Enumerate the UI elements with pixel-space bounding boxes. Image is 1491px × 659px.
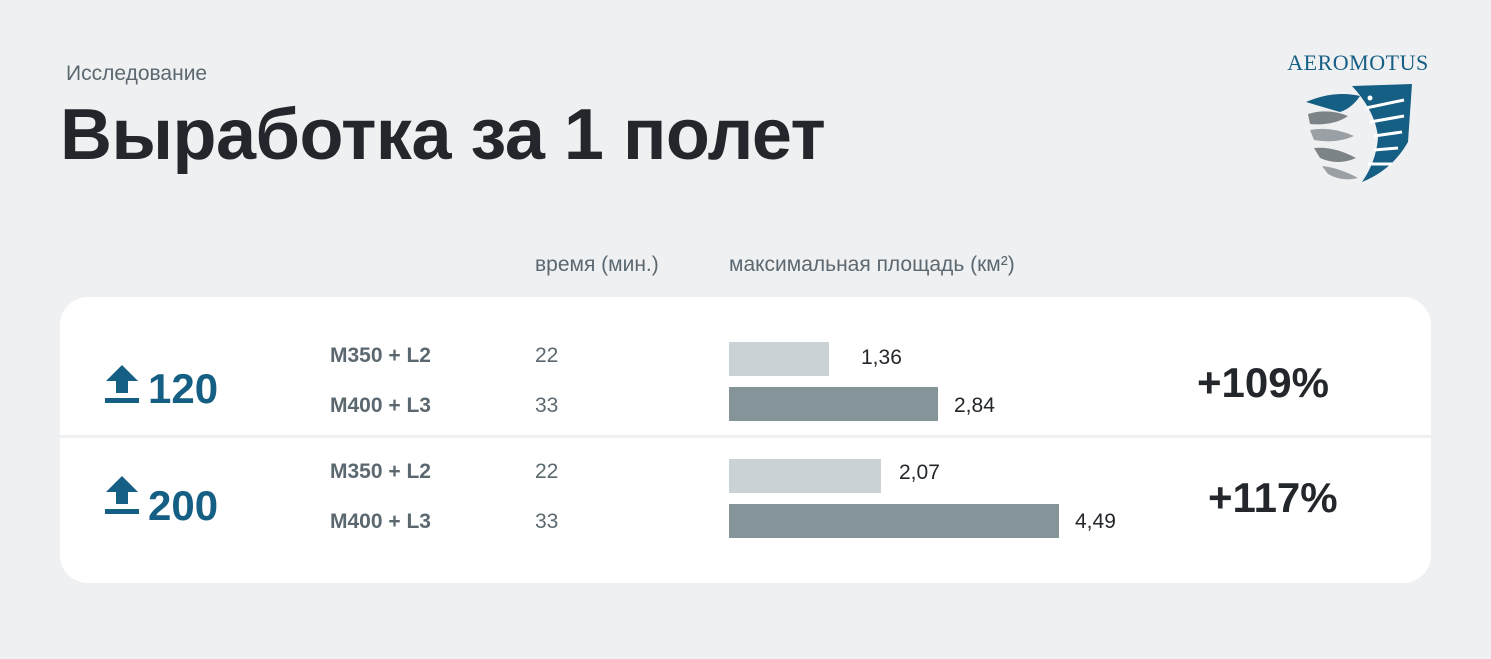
altitude-value: 200 (148, 482, 219, 529)
time-value: 22 (535, 344, 559, 367)
altitude-value: 120 (148, 365, 219, 412)
area-value-label: 4,49 (1075, 510, 1116, 533)
area-bar (729, 387, 938, 421)
time-value: 33 (535, 510, 559, 533)
logo-text: AEROMOTUS (1287, 50, 1429, 75)
upload-arrow-icon (105, 476, 139, 514)
time-value: 22 (535, 460, 559, 483)
time-value: 33 (535, 394, 559, 417)
upload-arrow-icon (105, 365, 139, 403)
area-value-label: 1,36 (861, 346, 902, 369)
column-header-area: максимальная площадь (км²) (729, 253, 1015, 276)
config-label: M350 + L2 (330, 460, 431, 483)
eyebrow-label: Исследование (66, 62, 208, 85)
config-label: M350 + L2 (330, 344, 431, 367)
config-label: M400 + L3 (330, 394, 431, 417)
area-bar (729, 504, 1059, 538)
group-divider (60, 435, 1431, 438)
area-bar (729, 342, 829, 376)
area-bar (729, 459, 881, 493)
column-header-time: время (мин.) (535, 253, 659, 276)
area-value-label: 2,84 (954, 394, 995, 417)
page-title: Выработка за 1 полет (60, 95, 826, 175)
increase-percent: +117% (1208, 474, 1338, 521)
config-label: M400 + L3 (330, 510, 431, 533)
group-row: 200 M350 + L2 M400 + L3 22 33 2,07 4,49 … (60, 438, 1431, 576)
group-row: 120 M350 + L2 M400 + L3 22 33 1,36 2,84 … (60, 297, 1431, 435)
results-card: 120 M350 + L2 M400 + L3 22 33 1,36 2,84 … (60, 297, 1431, 583)
increase-percent: +109% (1197, 359, 1329, 406)
area-value-label: 2,07 (899, 461, 940, 484)
eagle-shield-icon (1306, 84, 1412, 182)
aeromotus-logo: AEROMOTUS (1282, 50, 1434, 185)
